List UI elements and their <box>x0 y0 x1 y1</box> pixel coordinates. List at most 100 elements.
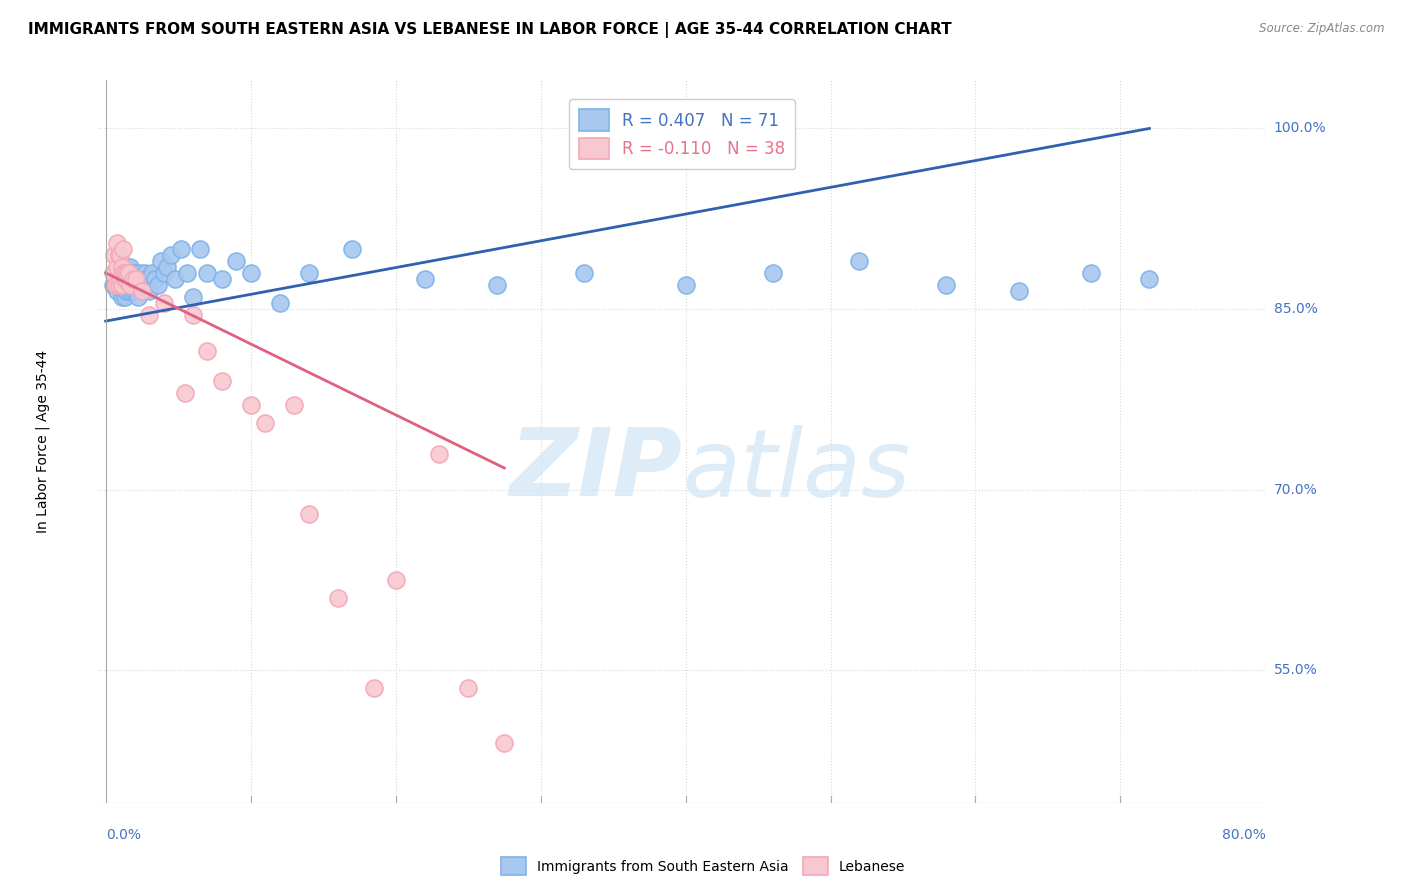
Point <box>149 254 172 268</box>
Point <box>427 447 450 461</box>
Point <box>761 266 783 280</box>
Point <box>125 266 148 280</box>
Point <box>935 278 957 293</box>
Point <box>170 242 193 256</box>
Point <box>115 284 138 298</box>
Point <box>117 272 139 286</box>
Point <box>125 278 148 293</box>
Point <box>107 248 129 262</box>
Point <box>117 260 139 274</box>
Point <box>269 296 291 310</box>
Text: 100.0%: 100.0% <box>1274 121 1326 136</box>
Point <box>176 266 198 280</box>
Point <box>384 573 406 587</box>
Point <box>675 278 697 293</box>
Legend: Immigrants from South Eastern Asia, Lebanese: Immigrants from South Eastern Asia, Leba… <box>495 852 911 880</box>
Point <box>103 248 125 262</box>
Point <box>118 266 141 280</box>
Point <box>117 266 139 280</box>
Point <box>112 266 135 280</box>
Point <box>108 248 131 262</box>
Point <box>155 260 177 274</box>
Text: 80.0%: 80.0% <box>1222 828 1265 842</box>
Point <box>188 242 211 256</box>
Point <box>146 278 169 293</box>
Point <box>181 290 204 304</box>
Point <box>120 278 142 293</box>
Point <box>1080 266 1102 280</box>
Point <box>135 272 157 286</box>
Point <box>118 266 141 280</box>
Point <box>120 260 142 274</box>
Point <box>211 272 233 286</box>
Point <box>114 266 136 280</box>
Text: ZIP: ZIP <box>509 425 682 516</box>
Text: 0.0%: 0.0% <box>105 828 141 842</box>
Point <box>457 681 479 696</box>
Point <box>129 266 152 280</box>
Text: IMMIGRANTS FROM SOUTH EASTERN ASIA VS LEBANESE IN LABOR FORCE | AGE 35-44 CORREL: IMMIGRANTS FROM SOUTH EASTERN ASIA VS LE… <box>28 22 952 38</box>
Point <box>138 308 160 322</box>
Point <box>101 266 124 280</box>
Point <box>105 260 128 274</box>
Point <box>298 507 321 521</box>
Point <box>110 260 132 274</box>
Point <box>108 272 131 286</box>
Point <box>181 308 204 322</box>
Point <box>110 290 132 304</box>
Point <box>165 272 187 286</box>
Point <box>363 681 385 696</box>
Point <box>174 386 197 401</box>
Point <box>152 266 174 280</box>
Point <box>138 284 160 298</box>
Point <box>225 254 247 268</box>
Point <box>128 278 150 293</box>
Text: In Labor Force | Age 35-44: In Labor Force | Age 35-44 <box>35 350 49 533</box>
Point <box>160 248 183 262</box>
Text: Source: ZipAtlas.com: Source: ZipAtlas.com <box>1260 22 1385 36</box>
Point <box>121 272 143 286</box>
Point <box>110 278 132 293</box>
Point <box>107 278 129 293</box>
Point <box>121 284 143 298</box>
Point <box>326 591 349 606</box>
Point <box>120 278 142 293</box>
Point <box>572 266 595 280</box>
Point <box>105 235 128 250</box>
Point <box>1008 284 1031 298</box>
Point <box>122 266 145 280</box>
Point <box>101 278 124 293</box>
Point <box>298 266 321 280</box>
Point <box>848 254 870 268</box>
Point <box>118 284 141 298</box>
Point <box>131 272 153 286</box>
Point <box>340 242 363 256</box>
Point <box>107 266 129 280</box>
Point <box>108 272 131 286</box>
Point <box>195 344 218 359</box>
Point <box>143 272 166 286</box>
Point <box>112 284 135 298</box>
Point <box>122 278 145 293</box>
Point <box>127 272 149 286</box>
Point <box>132 278 155 293</box>
Point <box>283 398 305 412</box>
Point <box>112 266 135 280</box>
Point <box>112 242 135 256</box>
Point <box>114 278 136 293</box>
Point <box>124 272 146 286</box>
Point <box>125 272 148 286</box>
Point <box>115 272 138 286</box>
Point <box>120 272 142 286</box>
Point <box>127 290 149 304</box>
Legend: R = 0.407   N = 71, R = -0.110   N = 38: R = 0.407 N = 71, R = -0.110 N = 38 <box>568 99 796 169</box>
Point <box>104 272 127 286</box>
Point <box>1139 272 1161 286</box>
Point <box>413 272 436 286</box>
Point <box>114 290 136 304</box>
Text: 55.0%: 55.0% <box>1274 664 1317 677</box>
Text: 70.0%: 70.0% <box>1274 483 1317 497</box>
Point <box>124 284 146 298</box>
Point <box>105 284 128 298</box>
Point <box>254 417 277 431</box>
